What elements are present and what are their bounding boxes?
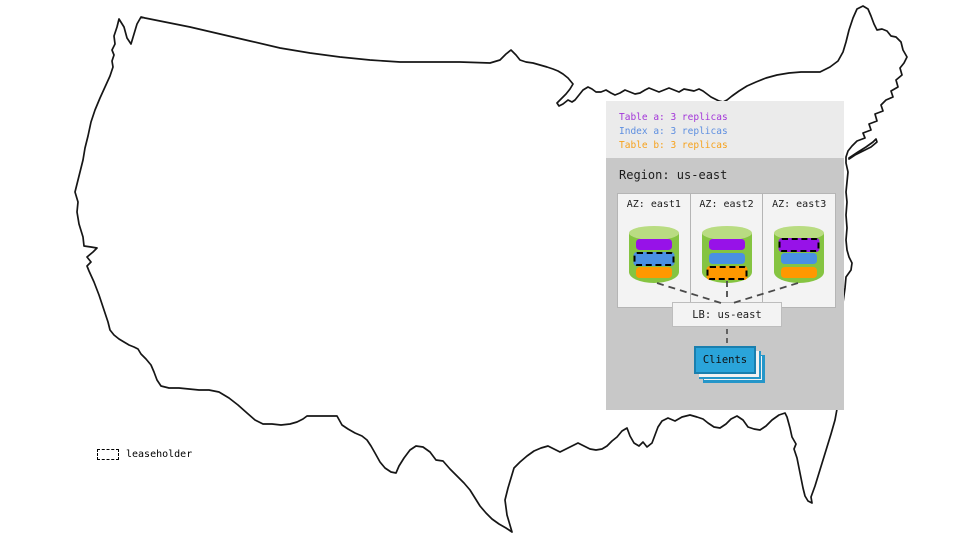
replica-table-a <box>708 239 745 250</box>
replica-table-a <box>778 237 820 252</box>
az-label: AZ: east2 <box>699 199 754 210</box>
leaseholder-label: leaseholder <box>126 449 193 460</box>
legend-table-a: Table a: 3 replicas <box>619 112 728 123</box>
replica-index-a <box>781 253 818 264</box>
leaseholder-key: leaseholder <box>97 449 192 460</box>
leaseholder-swatch-icon <box>97 449 119 460</box>
replica-index-a <box>708 253 745 264</box>
region-panel: Region: us-east AZ: east1 AZ: east2 <box>606 158 844 410</box>
az-label: AZ: east3 <box>772 199 827 210</box>
replica-table-a <box>635 239 672 250</box>
az-label: AZ: east1 <box>626 199 681 210</box>
replica-table-b <box>706 265 747 280</box>
az-box-east1: AZ: east1 <box>617 193 691 308</box>
load-balancer-box: LB: us-east <box>672 302 782 327</box>
legend-table-b: Table b: 3 replicas <box>619 140 728 151</box>
long-island-path <box>848 138 878 160</box>
region-title: Region: us-east <box>619 168 728 182</box>
legend-index-a: Index a: 3 replicas <box>619 126 728 137</box>
us-mainland-path <box>74 5 908 533</box>
replica-index-a <box>633 251 675 266</box>
az-strip: AZ: east1 AZ: east2 <box>617 193 837 308</box>
clients-box: Clients <box>694 346 756 374</box>
az-box-east2: AZ: east2 <box>689 193 764 308</box>
replica-table-b <box>635 267 672 278</box>
replica-legend-panel: Table a: 3 replicas Index a: 3 replicas … <box>606 101 844 158</box>
replica-table-b <box>781 267 818 278</box>
az-box-east3: AZ: east3 <box>762 193 837 308</box>
